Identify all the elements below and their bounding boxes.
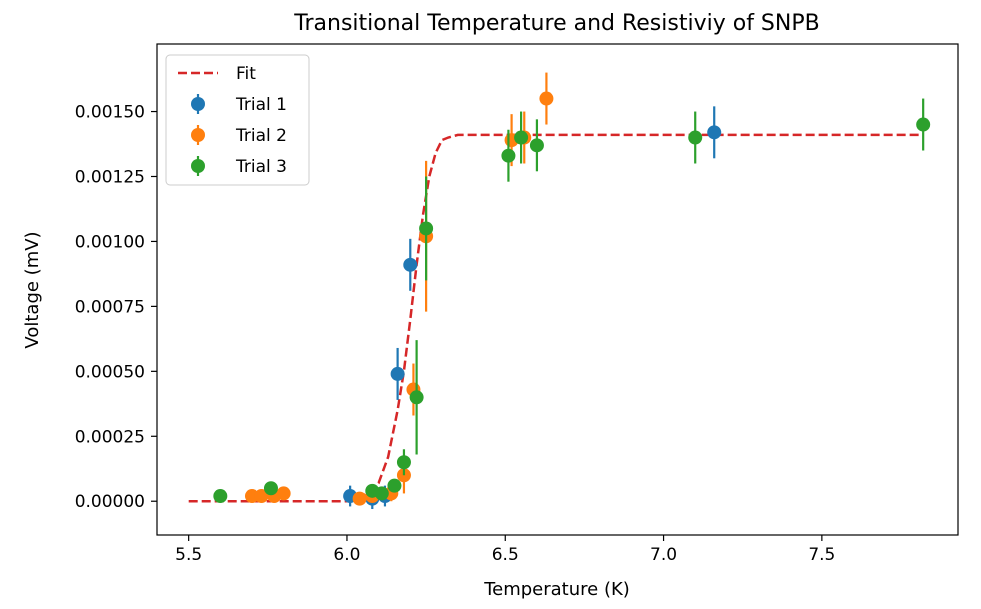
y-tick-label: 0.00000 [75, 492, 145, 512]
data-point [419, 221, 434, 236]
legend-label: Trial 2 [235, 126, 287, 146]
y-tick-label: 0.00150 [75, 103, 145, 123]
legend: Fit Trial 1 Trial 2 Trial 3 [165, 54, 310, 186]
legend-marker [191, 128, 205, 142]
fit-line [188, 133, 924, 503]
plot-area [188, 72, 931, 510]
data-point [529, 138, 544, 153]
plot-frame [156, 43, 959, 536]
y-tick-label: 0.00125 [75, 167, 145, 187]
data-point [539, 91, 554, 106]
data-point [707, 125, 722, 140]
chart-title: Transitional Temperature and Resistiviy … [293, 11, 819, 36]
data-point [390, 366, 405, 381]
y-tick-label: 0.00075 [75, 297, 145, 317]
data-point [276, 486, 291, 501]
legend-label: Fit [236, 64, 256, 84]
data-point [263, 481, 278, 496]
x-tick-label: 6.0 [333, 545, 360, 565]
y-tick-label: 0.00025 [75, 427, 145, 447]
x-tick-label: 6.5 [492, 545, 519, 565]
data-point [403, 257, 418, 272]
y-axis-label: Voltage (mV) [22, 231, 43, 348]
legend-marker [191, 159, 205, 173]
data-point [514, 130, 529, 145]
data-point [409, 390, 424, 405]
y-tick-label: 0.00050 [75, 362, 145, 382]
legend-marker [191, 97, 205, 111]
y-tick-label: 0.00100 [75, 232, 145, 252]
data-point [387, 478, 402, 493]
data-point [374, 486, 389, 501]
data-point [396, 455, 411, 470]
x-tick-label: 7.5 [808, 545, 835, 565]
data-point [213, 489, 228, 504]
legend-label: Trial 3 [235, 157, 287, 177]
x-tick-label: 7.0 [650, 545, 677, 565]
data-point [688, 130, 703, 145]
legend-label: Trial 1 [235, 95, 287, 115]
axes: 5.5 6.0 6.5 7.0 7.5 0.00000 0.00025 0.00050 0.00… [75, 103, 836, 565]
data-point [254, 489, 269, 504]
data-point [916, 117, 931, 132]
x-axis-label: Temperature (K) [483, 579, 630, 600]
data-point [352, 491, 367, 506]
data-point [501, 148, 516, 163]
legend-box [165, 54, 310, 186]
x-tick-label: 5.5 [175, 545, 202, 565]
